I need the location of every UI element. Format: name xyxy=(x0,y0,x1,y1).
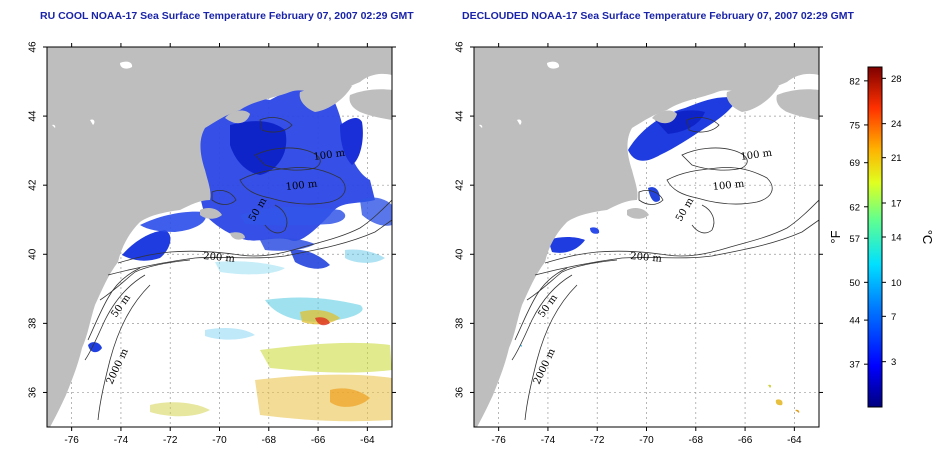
fahrenheit-tick-label: 37 xyxy=(849,360,860,371)
celsius-tick-label: 3 xyxy=(891,357,896,368)
fahrenheit-tick-label: 62 xyxy=(849,202,860,213)
lon-tick-label: -72 xyxy=(163,435,178,446)
celsius-tick-label: 7 xyxy=(891,312,896,323)
lon-tick-label: -76 xyxy=(64,435,79,446)
celsius-tick-label: 10 xyxy=(891,278,902,289)
fahrenheit-tick-label: 57 xyxy=(849,234,860,245)
fahrenheit-unit-label: °F xyxy=(828,230,843,243)
lon-tick-label: -68 xyxy=(262,435,277,446)
temperature-colorbar: 82 75 69 62 57 50 44 37 28 24 21 17 14 10 7 3 °F °C xyxy=(828,66,935,408)
lon-tick-label: -64 xyxy=(360,435,375,446)
lon-tick-label: -74 xyxy=(541,435,556,446)
lon-tick-label: -64 xyxy=(787,435,802,446)
fahrenheit-tick-label: 44 xyxy=(849,316,860,327)
fahrenheit-tick-label: 82 xyxy=(849,76,860,87)
lon-tick-label: -76 xyxy=(491,435,506,446)
lat-tick-label: 40 xyxy=(28,248,39,260)
lon-tick-label: -70 xyxy=(639,435,654,446)
axis-ticks: -76 -74 -72 -70 -68 -66 -64 46 44 42 40 38 36 xyxy=(455,41,823,446)
right-map-panel: 100 m 100 m 50 m 200 m 50 m 2000 m -76 -7… xyxy=(455,41,823,446)
land-mask xyxy=(47,47,392,427)
bathymetry-contours xyxy=(511,117,819,421)
right-panel-title: DECLOUDED NOAA-17 Sea Surface Temperatur… xyxy=(462,10,854,22)
bathymetry-contours xyxy=(84,117,392,421)
contour-label: 100 m xyxy=(285,179,318,193)
lon-tick-label: -66 xyxy=(738,435,753,446)
lat-tick-label: 38 xyxy=(28,317,39,329)
left-panel-title: RU COOL NOAA-17 Sea Surface Temperature … xyxy=(40,10,414,22)
lat-tick-label: 36 xyxy=(28,386,39,398)
colorbar-gradient xyxy=(867,66,883,408)
lon-tick-label: -72 xyxy=(590,435,605,446)
lat-tick-label: 46 xyxy=(455,41,466,53)
lakes xyxy=(52,61,133,128)
lat-tick-label: 42 xyxy=(28,179,39,191)
sst-data-layer xyxy=(88,80,392,422)
lat-tick-label: 36 xyxy=(455,386,466,398)
celsius-tick-label: 14 xyxy=(891,233,902,244)
contour-label: 100 m xyxy=(712,179,745,193)
contour-label: 200 m xyxy=(630,251,663,265)
lat-tick-label: 44 xyxy=(455,110,466,122)
fahrenheit-tick-label: 69 xyxy=(849,158,860,169)
land-mask xyxy=(474,47,819,427)
lon-tick-label: -70 xyxy=(212,435,227,446)
celsius-tick-label: 17 xyxy=(891,199,902,210)
lat-tick-label: 40 xyxy=(455,248,466,260)
lon-tick-label: -66 xyxy=(311,435,326,446)
lat-tick-label: 46 xyxy=(28,41,39,53)
celsius-tick-label: 21 xyxy=(891,153,902,164)
celsius-tick-label: 24 xyxy=(891,119,902,130)
celsius-unit-label: °C xyxy=(920,230,935,245)
contour-label: 100 m xyxy=(740,148,773,163)
fahrenheit-tick-label: 50 xyxy=(849,278,860,289)
colorbar-ticks: 82 75 69 62 57 50 44 37 28 24 21 17 14 10 7 3 xyxy=(849,74,901,371)
celsius-tick-label: 28 xyxy=(891,74,902,85)
lon-tick-label: -68 xyxy=(689,435,704,446)
contour-label: 100 m xyxy=(313,148,346,163)
lat-tick-label: 38 xyxy=(455,317,466,329)
lakes xyxy=(479,61,560,128)
lat-tick-label: 44 xyxy=(28,110,39,122)
axis-ticks: -76 -74 -72 -70 -68 -66 -64 46 44 42 40 38 36 xyxy=(28,41,396,446)
contour-label: 200 m xyxy=(203,251,236,265)
lat-tick-label: 42 xyxy=(455,179,466,191)
lon-tick-label: -74 xyxy=(114,435,129,446)
left-map-panel: 100 m 100 m 50 m 200 m 50 m 2000 m -76 -7… xyxy=(28,41,396,446)
fahrenheit-tick-label: 75 xyxy=(849,120,860,131)
